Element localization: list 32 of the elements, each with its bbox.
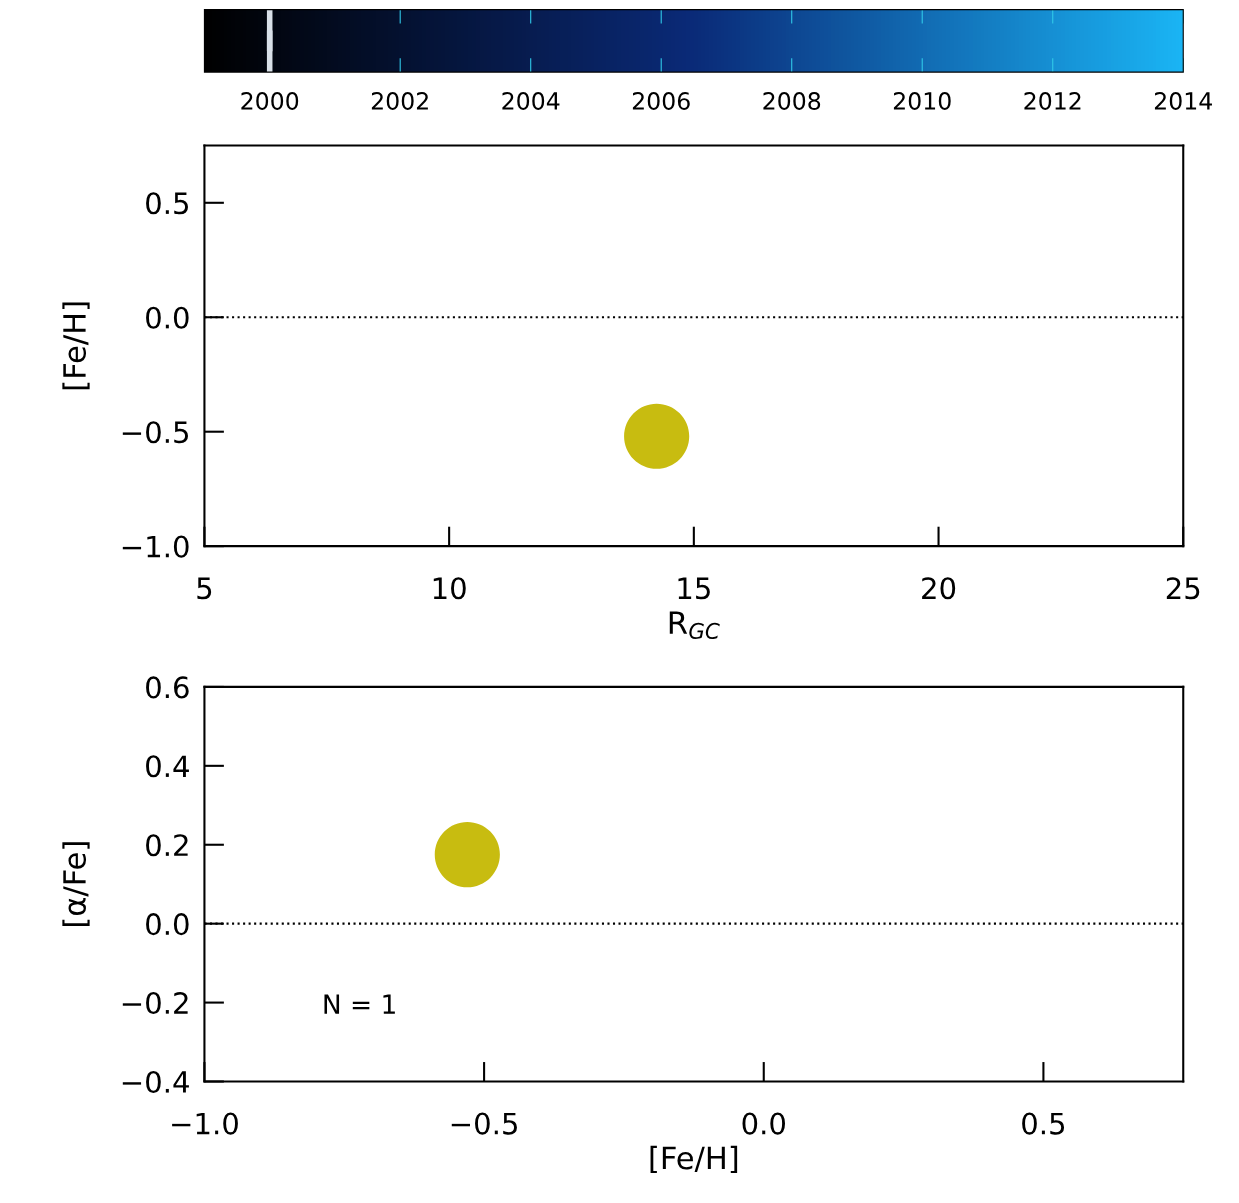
y-tick-label: 0.0 (146, 306, 189, 329)
y-tick-label: −0.2 (122, 992, 188, 1015)
x-tick-label: 15 (678, 577, 710, 600)
y-tick-label: 0.6 (146, 676, 189, 699)
y-tick-label: 0.2 (146, 834, 188, 857)
x-tick-label: 25 (1166, 577, 1200, 600)
x-tick-label: 20 (922, 577, 956, 600)
y-tick-label: −0.4 (122, 1070, 189, 1093)
color-bar-label: 2008 (763, 92, 821, 110)
color-bar-label: 2000 (241, 92, 299, 110)
color-bar-label: 2010 (893, 92, 951, 110)
y-tick-label: −0.5 (122, 421, 188, 444)
x-axis-title: R$_{GC}$ (669, 611, 720, 640)
x-tick-label: −1.0 (172, 1112, 238, 1135)
x-axis-title: [Fe/H] (650, 1145, 738, 1174)
y-tick-label: 0.4 (146, 755, 189, 778)
x-tick-label: 5 (197, 577, 212, 600)
color-bar-label: 2004 (502, 92, 560, 110)
x-tick-label: −0.5 (451, 1112, 517, 1135)
color-bar-label: 2014 (1154, 92, 1212, 110)
y-axis-title: [α/Fe] (62, 842, 90, 927)
y-tick-label: 0.5 (146, 192, 188, 215)
y-tick-label: 0.0 (146, 913, 189, 936)
color-bar-label: 2002 (371, 92, 428, 110)
x-tick-label: 10 (433, 577, 466, 600)
color-bar-label: 2006 (632, 92, 690, 110)
y-tick-label: −1.0 (122, 535, 189, 558)
color-bar-label: 2012 (1024, 92, 1081, 110)
annotation: N = 1 (324, 994, 395, 1014)
x-tick-label: 0.0 (742, 1112, 786, 1135)
x-tick-label: 0.5 (1022, 1112, 1065, 1135)
y-axis-title: [Fe/H] (62, 302, 90, 390)
